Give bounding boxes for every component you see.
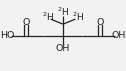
Text: $^{2}$H: $^{2}$H <box>42 10 54 23</box>
Text: OH: OH <box>111 31 125 40</box>
Text: $^{2}$H: $^{2}$H <box>72 10 84 23</box>
Text: OH: OH <box>56 44 70 53</box>
Text: HO: HO <box>1 31 15 40</box>
Text: $^{2}$H: $^{2}$H <box>57 6 69 18</box>
Text: O: O <box>96 18 104 26</box>
Text: O: O <box>22 18 30 26</box>
